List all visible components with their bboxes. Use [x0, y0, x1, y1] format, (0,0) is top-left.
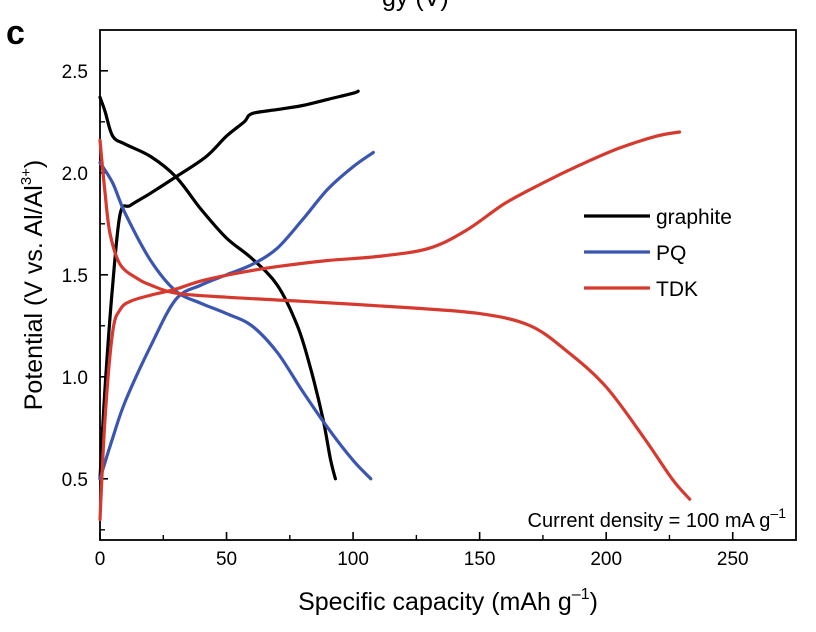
x-axis-title: Specific capacity (mAh g–1) — [298, 586, 598, 616]
data-curves — [98, 89, 692, 522]
series-graphite-charge-line — [98, 89, 360, 481]
legend: graphite PQ TDK — [584, 206, 732, 301]
y-tick-label: 1.5 — [62, 266, 88, 287]
annotation-sup: –1 — [770, 505, 786, 521]
series-pq-charge-line — [98, 150, 375, 481]
legend-label-tdk: TDK — [656, 278, 698, 301]
x-tick-label: 250 — [717, 549, 749, 570]
y-axis-title-sup: 3+ — [18, 168, 35, 185]
series-pq-discharge-line — [98, 161, 373, 481]
top-cut-title: gy (V) — [382, 0, 449, 12]
x-axis-title-main: Specific capacity (mAh g — [298, 588, 572, 616]
y-tick-label: 2.5 — [62, 62, 88, 83]
x-tick-label: 50 — [216, 549, 237, 570]
y-axis-title: Potential (V vs. Al/Al3+) — [18, 160, 48, 411]
x-tick-label: 0 — [95, 549, 106, 570]
y-tick-label: 2.0 — [62, 164, 88, 185]
y-tick-label: 1.0 — [62, 368, 88, 389]
x-tick-label: 150 — [464, 549, 496, 570]
y-axis-title-end: ) — [20, 160, 48, 168]
legend-label-graphite: graphite — [656, 206, 732, 229]
plot-area — [99, 29, 797, 541]
x-axis-title-sup: –1 — [572, 586, 590, 603]
annotation-main: Current density = 100 mA g — [528, 510, 771, 532]
plot-frame — [99, 29, 797, 541]
y-tick-label: 0.5 — [62, 470, 88, 491]
panel-label: c — [6, 14, 25, 52]
x-tick-label: 100 — [337, 549, 369, 570]
series-tdk-charge-line — [98, 130, 682, 522]
current-density-annotation: Current density = 100 mA g–1 — [528, 505, 787, 532]
series-graphite-discharge-line — [98, 95, 337, 481]
legend-label-pq: PQ — [656, 242, 686, 265]
x-axis-title-end: ) — [590, 588, 598, 616]
y-axis-title-main: Potential (V vs. Al/Al — [20, 185, 48, 410]
series-tdk-discharge-line — [98, 138, 692, 501]
axis-ticks: 0 50 100 150 200 250 0.5 1.0 1.5 2.0 2.5 — [62, 62, 749, 570]
x-tick-label: 200 — [590, 549, 622, 570]
